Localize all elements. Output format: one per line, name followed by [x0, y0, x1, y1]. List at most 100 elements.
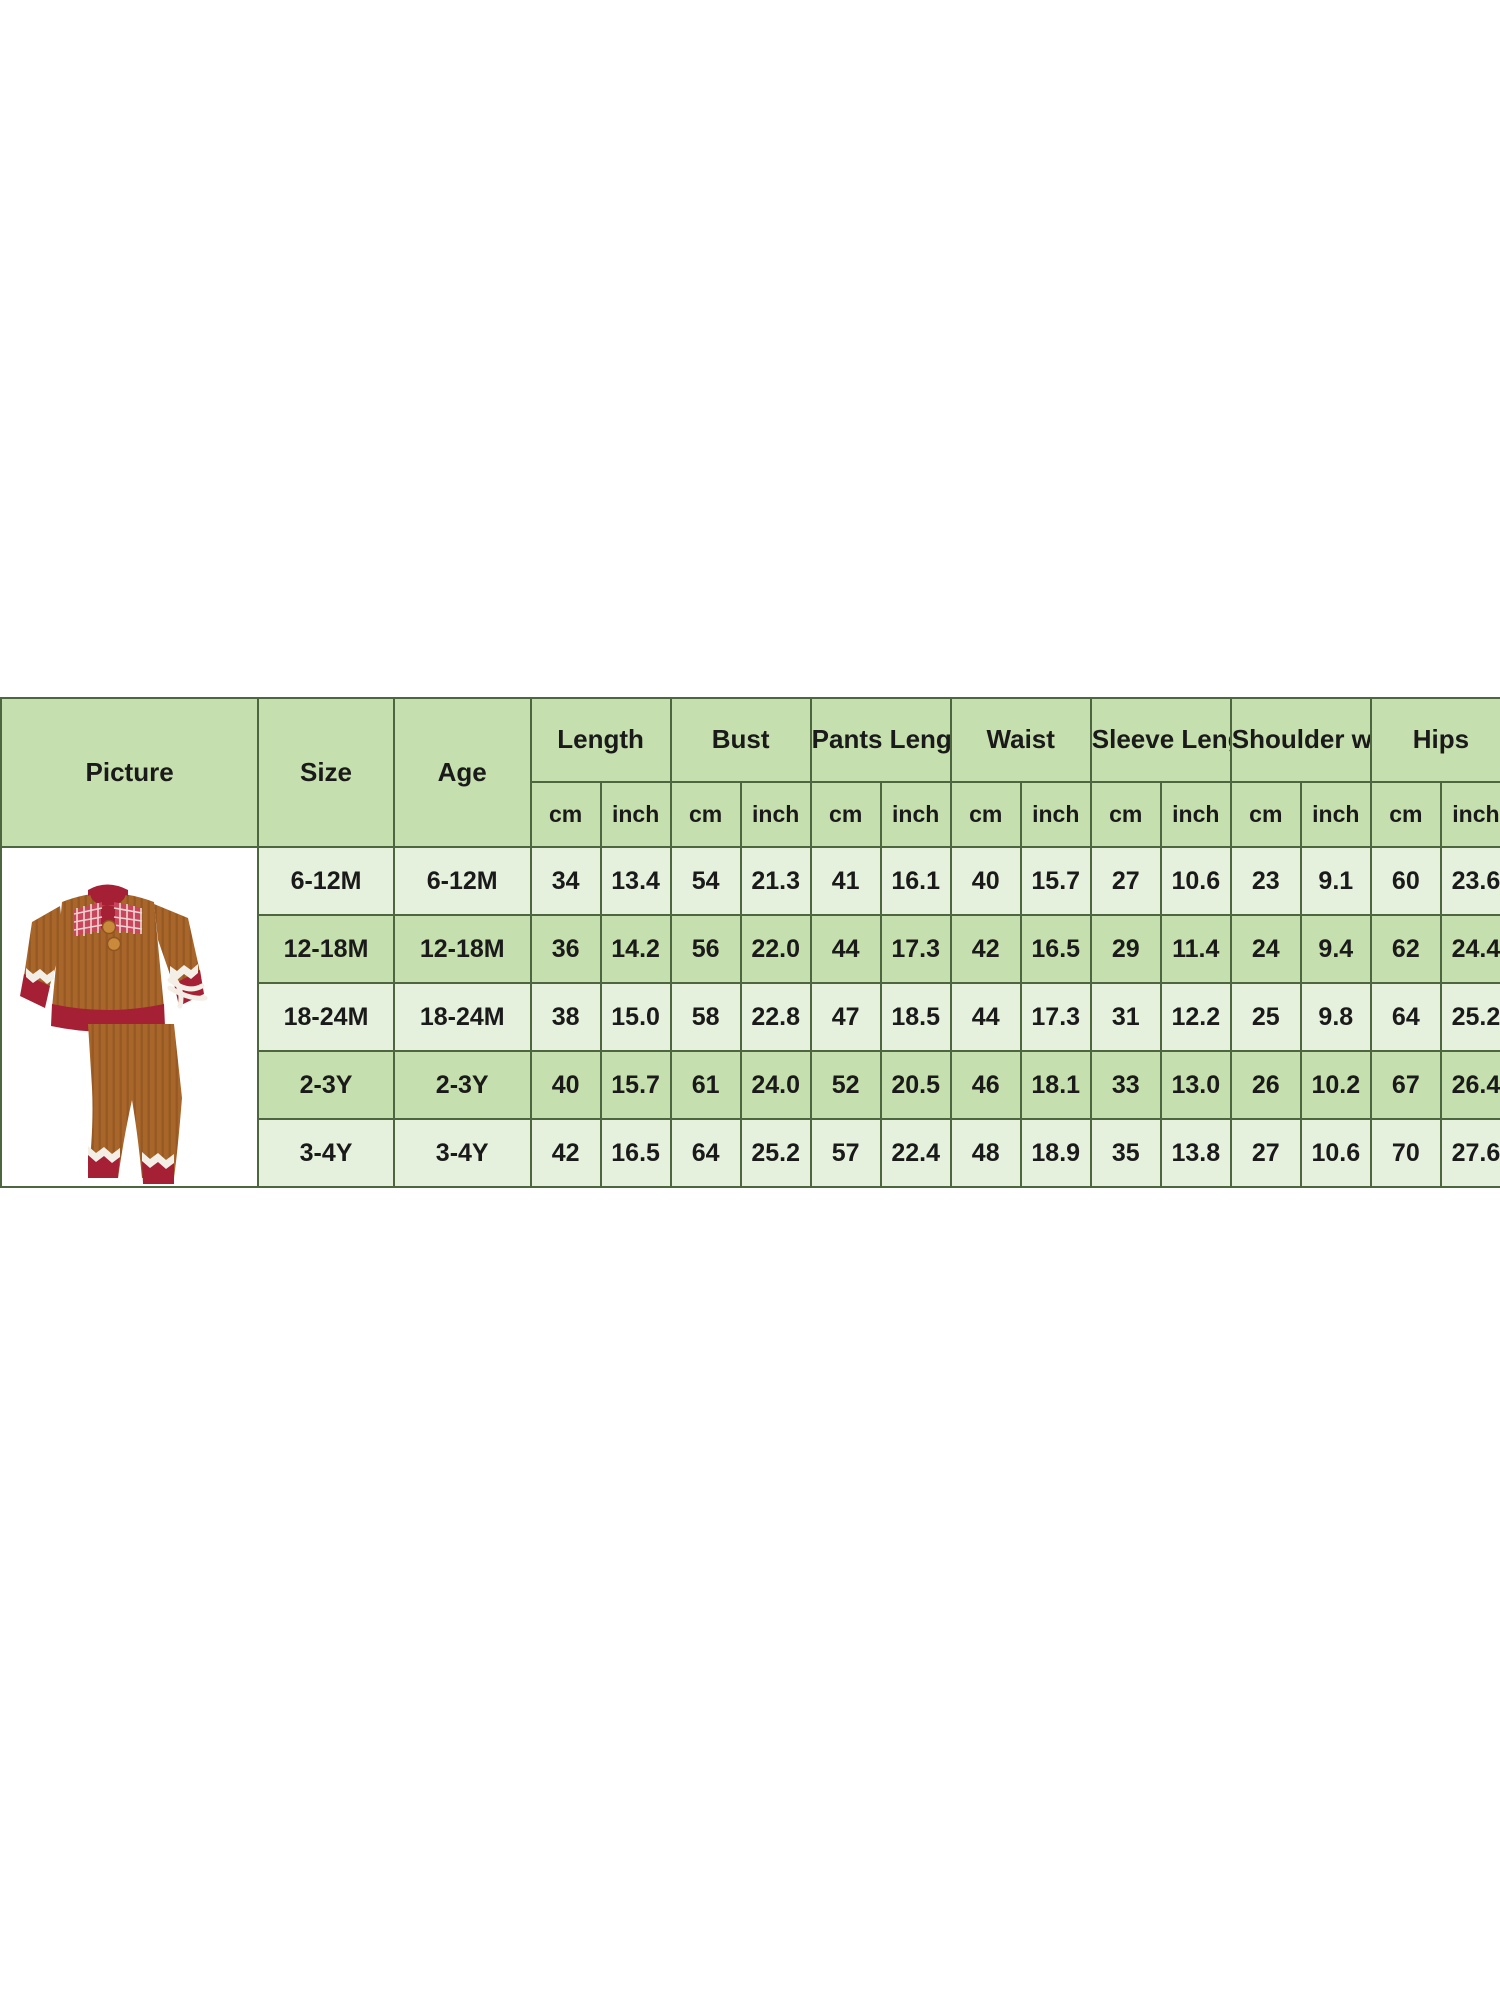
- cell-length_in: 15.7: [599, 1050, 672, 1120]
- cell-age: 12-18M: [392, 914, 532, 984]
- cell-age: 18-24M: [392, 982, 532, 1052]
- table-row: 12-18M 12-18M 36 14.2 56 22.0 44 17.3 42 16.5 29 11…: [1, 914, 1500, 984]
- cell-bust_in: 22.0: [739, 914, 812, 984]
- cell-waist_cm: 42: [949, 914, 1022, 984]
- cell-shoulder_cm: 27: [1229, 1118, 1302, 1188]
- cell-pants_cm: 52: [809, 1050, 882, 1120]
- cell-hips_in: 27.6: [1439, 1118, 1500, 1188]
- cell-hips_cm: 64: [1369, 982, 1442, 1052]
- cell-hips_in: 25.2: [1439, 982, 1500, 1052]
- cell-sleeve_cm: 31: [1089, 982, 1162, 1052]
- product-illustration: [20, 884, 208, 1184]
- cell-sleeve_cm: 33: [1089, 1050, 1162, 1120]
- cell-pants_in: 17.3: [879, 914, 952, 984]
- cell-hips_in: 26.4: [1439, 1050, 1500, 1120]
- header-unit-waist-cm: cm: [949, 781, 1022, 848]
- table-row: 18-24M 18-24M 38 15.0 58 22.8 47 18.5 44 17.3 31 12…: [1, 982, 1500, 1052]
- header-unit-shoulder-cm: cm: [1229, 781, 1302, 848]
- cell-waist_in: 15.7: [1019, 846, 1092, 916]
- cell-pants_cm: 41: [809, 846, 882, 916]
- cell-sleeve_in: 13.8: [1159, 1118, 1232, 1188]
- cell-length_in: 14.2: [599, 914, 672, 984]
- cell-bust_in: 25.2: [739, 1118, 812, 1188]
- cell-hips_cm: 60: [1369, 846, 1442, 916]
- cell-sleeve_in: 11.4: [1159, 914, 1232, 984]
- cell-waist_cm: 46: [949, 1050, 1022, 1120]
- cell-hips_in: 23.6: [1439, 846, 1500, 916]
- cell-pants_cm: 57: [809, 1118, 882, 1188]
- cell-hips_cm: 70: [1369, 1118, 1442, 1188]
- header-group-waist: Waist: [949, 697, 1092, 783]
- cell-waist_in: 16.5: [1019, 914, 1092, 984]
- header-unit-bust-cm: cm: [669, 781, 742, 848]
- cell-shoulder_in: 9.1: [1299, 846, 1372, 916]
- header-picture: Picture: [0, 697, 260, 848]
- cell-hips_in: 24.4: [1439, 914, 1500, 984]
- cell-size: 12-18M: [257, 914, 395, 984]
- header-unit-row: cm inch cm inch cm inch cm inch cm inch …: [1, 781, 1500, 848]
- cell-shoulder_in: 10.2: [1299, 1050, 1372, 1120]
- cell-shoulder_cm: 23: [1229, 846, 1302, 916]
- header-unit-pants-inch: inch: [879, 781, 952, 848]
- header-unit-hips-cm: cm: [1369, 781, 1442, 848]
- cell-bust_cm: 61: [669, 1050, 742, 1120]
- header-unit-sleeve-inch: inch: [1159, 781, 1232, 848]
- cell-shoulder_in: 9.4: [1299, 914, 1372, 984]
- cell-shoulder_in: 9.8: [1299, 982, 1372, 1052]
- cell-length_in: 16.5: [599, 1118, 672, 1188]
- table-header: Picture Size Age Length Bust Pants Lengt…: [0, 697, 1500, 848]
- table-row: 6-12M 6-12M 34 13.4 54 21.3 41 16.1 40 15.7 27 10.6…: [0, 846, 1500, 1188]
- table-row: 3-4Y 3-4Y 42 16.5 64 25.2 57 22.4 48 18.9 35 13.8 27…: [1, 1118, 1500, 1188]
- header-unit-shoulder-inch: inch: [1299, 781, 1372, 848]
- cell-shoulder_cm: 24: [1229, 914, 1302, 984]
- header-unit-bust-inch: inch: [739, 781, 812, 848]
- cell-age: 3-4Y: [392, 1118, 532, 1188]
- cell-length_in: 15.0: [599, 982, 672, 1052]
- cell-hips_cm: 67: [1369, 1050, 1442, 1120]
- header-age: Age: [392, 697, 532, 848]
- header-unit-hips-inch: inch: [1439, 781, 1500, 848]
- product-image-cell: [0, 846, 260, 1188]
- header-group-bust: Bust: [669, 697, 812, 783]
- cell-length_cm: 36: [529, 914, 602, 984]
- size-chart-container: Picture Size Age Length Bust Pants Lengt…: [0, 697, 1500, 1304]
- cell-waist_cm: 40: [949, 846, 1022, 916]
- cell-length_cm: 38: [529, 982, 602, 1052]
- cell-length_cm: 34: [529, 846, 602, 916]
- cell-waist_in: 17.3: [1019, 982, 1092, 1052]
- cell-pants_in: 16.1: [879, 846, 952, 916]
- cell-waist_cm: 44: [949, 982, 1022, 1052]
- cell-hips_cm: 62: [1369, 914, 1442, 984]
- cell-shoulder_cm: 25: [1229, 982, 1302, 1052]
- cell-sleeve_cm: 35: [1089, 1118, 1162, 1188]
- cell-age: 6-12M: [392, 846, 532, 916]
- cell-age: 2-3Y: [392, 1050, 532, 1120]
- cell-bust_in: 21.3: [739, 846, 812, 916]
- cell-waist_in: 18.1: [1019, 1050, 1092, 1120]
- cell-bust_cm: 54: [669, 846, 742, 916]
- header-unit-waist-inch: inch: [1019, 781, 1092, 848]
- cell-shoulder_in: 10.6: [1299, 1118, 1372, 1188]
- header-unit-length-inch: inch: [599, 781, 672, 848]
- cell-sleeve_in: 12.2: [1159, 982, 1232, 1052]
- header-unit-sleeve-cm: cm: [1089, 781, 1162, 848]
- cell-length_cm: 42: [529, 1118, 602, 1188]
- header-unit-pants-cm: cm: [809, 781, 882, 848]
- cell-bust_cm: 58: [669, 982, 742, 1052]
- cell-pants_in: 18.5: [879, 982, 952, 1052]
- cell-shoulder_cm: 26: [1229, 1050, 1302, 1120]
- cell-bust_cm: 56: [669, 914, 742, 984]
- header-unit-length-cm: cm: [529, 781, 602, 848]
- cell-size: 2-3Y: [257, 1050, 395, 1120]
- cell-size: 18-24M: [257, 982, 395, 1052]
- cell-bust_in: 24.0: [739, 1050, 812, 1120]
- header-group-hips: Hips: [1369, 697, 1500, 783]
- cell-sleeve_in: 10.6: [1159, 846, 1232, 916]
- cell-length_cm: 40: [529, 1050, 602, 1120]
- cell-size: 3-4Y: [257, 1118, 395, 1188]
- header-group-sleeve-length: Sleeve Length: [1089, 697, 1232, 783]
- table-body: 6-12M 6-12M 34 13.4 54 21.3 41 16.1 40 15.7 27 10.6…: [0, 846, 1500, 1188]
- header-group-length: Length: [529, 697, 672, 783]
- cell-bust_in: 22.8: [739, 982, 812, 1052]
- cell-bust_cm: 64: [669, 1118, 742, 1188]
